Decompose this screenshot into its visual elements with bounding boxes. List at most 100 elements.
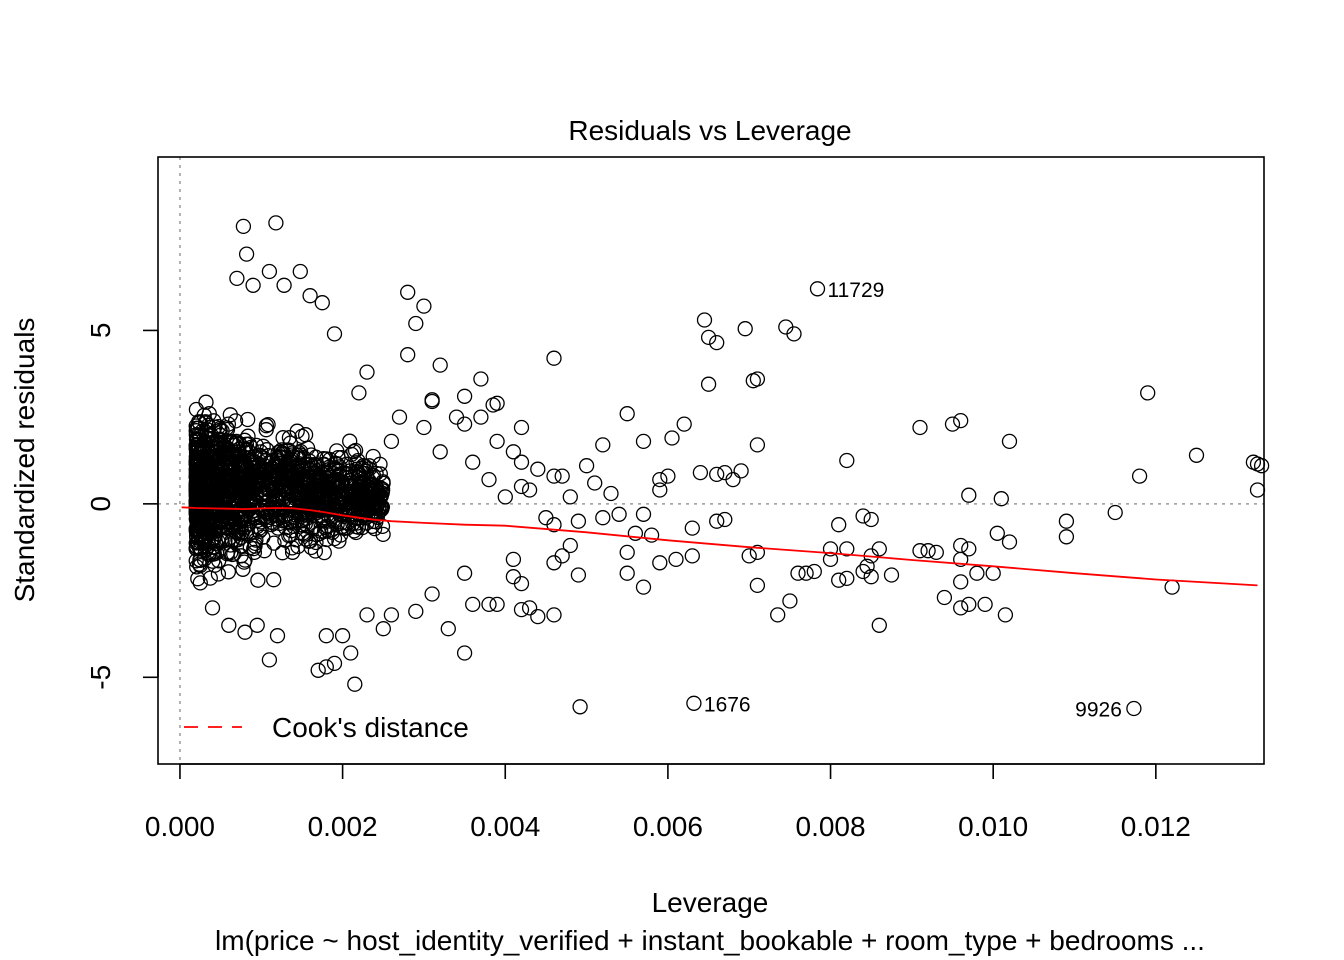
data-point bbox=[282, 492, 299, 508]
data-point bbox=[310, 662, 326, 678]
data-point bbox=[1249, 482, 1266, 498]
data-point bbox=[237, 552, 253, 568]
data-point bbox=[505, 551, 522, 568]
data-point bbox=[258, 418, 275, 434]
data-point bbox=[530, 608, 546, 625]
data-point bbox=[863, 511, 879, 528]
data-point bbox=[359, 607, 375, 623]
data-point bbox=[365, 470, 381, 486]
data-point bbox=[692, 464, 709, 481]
data-point bbox=[521, 600, 538, 616]
data-point bbox=[530, 461, 546, 477]
data-point bbox=[855, 508, 871, 524]
data-point bbox=[244, 460, 260, 476]
data-point bbox=[285, 471, 302, 487]
data-point bbox=[268, 215, 284, 231]
data-point bbox=[660, 468, 676, 484]
data-point bbox=[643, 527, 660, 543]
data-point bbox=[961, 487, 977, 503]
x-tick-label: 0.004 bbox=[470, 811, 540, 842]
data-point bbox=[489, 596, 505, 613]
data-point bbox=[334, 628, 351, 644]
x-tick-label: 0.010 bbox=[958, 811, 1028, 842]
x-tick-label: 0.012 bbox=[1121, 811, 1191, 842]
data-point bbox=[619, 406, 635, 422]
data-point bbox=[265, 452, 281, 469]
data-point bbox=[562, 537, 578, 554]
data-point bbox=[188, 440, 204, 457]
data-point bbox=[231, 489, 247, 505]
data-point bbox=[859, 558, 875, 574]
data-point bbox=[210, 566, 227, 582]
data-point bbox=[292, 263, 308, 280]
data-point bbox=[232, 517, 248, 533]
data-point bbox=[343, 645, 359, 661]
data-point bbox=[318, 531, 335, 548]
data-point bbox=[546, 517, 562, 533]
data-point bbox=[261, 263, 278, 280]
data-point bbox=[209, 505, 226, 522]
data-point bbox=[238, 472, 254, 489]
data-point bbox=[587, 475, 603, 491]
data-point bbox=[993, 491, 1009, 507]
data-point bbox=[717, 464, 733, 481]
data-point bbox=[664, 430, 680, 446]
data-point bbox=[278, 471, 294, 488]
data-point bbox=[368, 479, 384, 495]
data-point bbox=[578, 458, 595, 474]
data-point bbox=[383, 607, 400, 623]
data-point bbox=[189, 456, 205, 473]
data-point bbox=[209, 499, 225, 515]
data-point bbox=[977, 596, 993, 613]
data-point bbox=[737, 321, 753, 337]
data-point bbox=[538, 510, 554, 526]
data-point bbox=[505, 569, 522, 585]
data-point bbox=[424, 393, 440, 410]
legend: Cook's distance bbox=[184, 712, 469, 743]
data-point bbox=[210, 458, 226, 474]
data-point bbox=[603, 485, 619, 502]
data-point bbox=[210, 431, 226, 447]
data-point bbox=[700, 376, 717, 392]
data-point bbox=[235, 218, 252, 235]
data-point bbox=[1140, 385, 1156, 401]
data-point bbox=[635, 433, 652, 450]
data-point bbox=[298, 499, 314, 515]
data-point bbox=[635, 579, 652, 595]
data-point bbox=[277, 508, 293, 525]
data-point bbox=[297, 427, 314, 443]
smooth-trend-line bbox=[181, 506, 1258, 587]
data-point bbox=[343, 477, 359, 493]
model-formula-subtitle: lm(price ~ host_identity_verified + inst… bbox=[215, 925, 1205, 956]
data-point bbox=[219, 420, 235, 436]
data-point bbox=[189, 481, 205, 497]
data-point bbox=[709, 466, 725, 483]
data-point bbox=[227, 437, 243, 454]
point-label: 1676 bbox=[704, 693, 751, 716]
data-point bbox=[465, 596, 481, 613]
data-point bbox=[205, 546, 221, 562]
point-label: 11729 bbox=[828, 279, 885, 302]
data-point bbox=[243, 524, 259, 540]
point-labels: 11729 1676 9926 bbox=[704, 279, 1122, 722]
data-point bbox=[277, 462, 293, 478]
x-tick-label: 0.006 bbox=[633, 811, 703, 842]
data-point bbox=[989, 525, 1005, 541]
data-point bbox=[562, 489, 578, 505]
data-point bbox=[260, 448, 276, 464]
data-point bbox=[786, 326, 802, 342]
data-point bbox=[202, 570, 218, 586]
data-point bbox=[1131, 468, 1148, 484]
data-point bbox=[920, 543, 936, 559]
data-point bbox=[953, 600, 969, 616]
data-point bbox=[686, 695, 702, 711]
data-point bbox=[473, 371, 489, 387]
data-point bbox=[709, 334, 725, 351]
data-point bbox=[188, 444, 205, 460]
data-point bbox=[263, 516, 280, 533]
data-point bbox=[298, 510, 315, 526]
data-point bbox=[276, 277, 292, 293]
data-point bbox=[284, 540, 300, 556]
data-point bbox=[289, 460, 305, 476]
